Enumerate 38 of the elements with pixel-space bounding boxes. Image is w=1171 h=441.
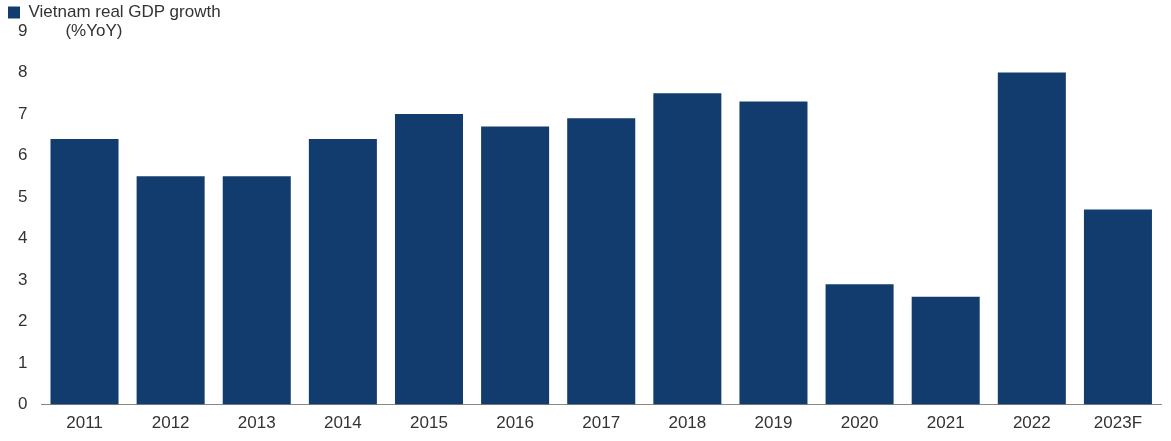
y-tick-label: 5 bbox=[17, 186, 28, 206]
bar bbox=[50, 138, 119, 405]
bar bbox=[308, 138, 377, 405]
y-tick-label: 1 bbox=[17, 352, 28, 372]
x-tick-label: 2014 bbox=[323, 413, 362, 433]
x-tick-label: 2023F bbox=[1093, 413, 1143, 433]
x-tick-label: 2015 bbox=[410, 413, 448, 433]
x-tick-label: 2017 bbox=[582, 413, 621, 433]
x-tick-label: 2016 bbox=[496, 413, 535, 433]
bar bbox=[653, 93, 722, 405]
bar bbox=[911, 296, 980, 405]
x-tick-label: 2018 bbox=[668, 413, 707, 433]
bar bbox=[222, 176, 291, 405]
bar bbox=[825, 284, 894, 405]
bar bbox=[567, 118, 636, 405]
legend-label: Vietnam real GDP growth bbox=[28, 2, 221, 22]
y-tick-label: 7 bbox=[17, 103, 28, 123]
y-tick-label: 8 bbox=[17, 62, 28, 82]
y-tick-label: 6 bbox=[17, 145, 28, 165]
y-tick-label: 4 bbox=[17, 228, 28, 248]
bar bbox=[136, 176, 205, 405]
x-tick-label: 2011 bbox=[66, 413, 103, 433]
bar bbox=[997, 72, 1066, 405]
y-tick-label: 0 bbox=[17, 394, 28, 414]
x-tick-label: 2013 bbox=[237, 413, 276, 433]
y-tick-label: 3 bbox=[17, 269, 28, 289]
bar bbox=[481, 126, 550, 405]
y-tick-label: 9 bbox=[17, 20, 28, 40]
x-tick-label: 2022 bbox=[1012, 413, 1051, 433]
bar bbox=[1083, 209, 1152, 405]
x-tick-label: 2012 bbox=[151, 413, 190, 433]
y-axis-title: (%YoY) bbox=[65, 20, 123, 40]
x-tick-label: 2019 bbox=[754, 413, 793, 433]
bar bbox=[739, 101, 808, 405]
bar bbox=[394, 114, 464, 405]
x-tick-label: 2020 bbox=[840, 413, 879, 433]
y-tick-label: 2 bbox=[17, 311, 28, 331]
x-tick-label: 2021 bbox=[926, 413, 965, 433]
